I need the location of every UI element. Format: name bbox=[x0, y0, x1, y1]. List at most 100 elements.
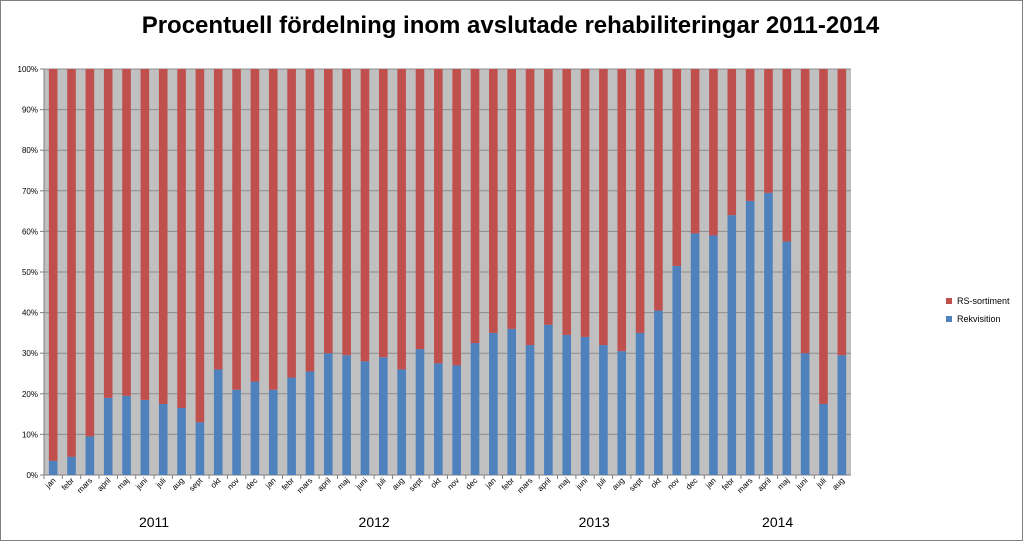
y-tick-label: 20% bbox=[22, 390, 38, 399]
x-tick-label: juli bbox=[374, 476, 388, 490]
legend-swatch-rs-sortiment bbox=[946, 297, 952, 304]
bar-rs-sortiment bbox=[158, 69, 168, 404]
bar-rs-sortiment bbox=[323, 69, 333, 354]
bar-rs-sortiment bbox=[580, 69, 590, 337]
chart-legend: RS-sortiment Rekvisition bbox=[946, 294, 1010, 330]
bar-rekvisition bbox=[379, 357, 388, 475]
bar-rekvisition bbox=[85, 436, 95, 475]
bar-rs-sortiment bbox=[544, 69, 553, 325]
year-label: 2012 bbox=[359, 514, 390, 530]
bar-rs-sortiment bbox=[562, 69, 572, 335]
bar-rekvisition bbox=[323, 353, 333, 475]
legend-label-rekvisition: Rekvisition bbox=[957, 313, 1001, 324]
bar-rekvisition bbox=[397, 369, 406, 475]
bar-rs-sortiment bbox=[250, 69, 260, 382]
bar-rs-sortiment bbox=[213, 69, 223, 370]
bar-rekvisition bbox=[415, 349, 425, 475]
bar-rs-sortiment bbox=[122, 69, 131, 396]
bar-rekvisition bbox=[232, 389, 241, 475]
x-tick-label: juli bbox=[814, 476, 828, 490]
bar-rs-sortiment bbox=[287, 69, 296, 378]
x-tick-label: mars bbox=[516, 476, 535, 495]
bar-rs-sortiment bbox=[654, 69, 663, 311]
y-tick-label: 60% bbox=[22, 227, 38, 236]
bar-rekvisition bbox=[690, 233, 700, 475]
bar-rs-sortiment bbox=[85, 69, 95, 437]
bar-rs-sortiment bbox=[782, 69, 792, 242]
x-tick-label: juli bbox=[594, 476, 608, 490]
bar-rs-sortiment bbox=[764, 69, 773, 193]
bar-rekvisition bbox=[434, 363, 443, 475]
bar-rekvisition bbox=[268, 389, 278, 475]
bar-rekvisition bbox=[507, 328, 516, 475]
bar-rekvisition bbox=[764, 192, 773, 475]
x-tick-label: okt bbox=[649, 476, 663, 490]
bar-rs-sortiment bbox=[507, 69, 516, 329]
y-tick-label: 90% bbox=[22, 106, 38, 115]
y-tick-label: 100% bbox=[18, 65, 38, 74]
bar-rs-sortiment bbox=[305, 69, 315, 372]
bar-rekvisition bbox=[305, 371, 315, 475]
legend-item-rekvisition: Rekvisition bbox=[946, 312, 1010, 325]
x-tick-label: april bbox=[756, 476, 773, 493]
year-label: 2013 bbox=[579, 514, 610, 530]
x-tick-label: april bbox=[96, 476, 113, 493]
y-tick-label: 30% bbox=[22, 349, 38, 358]
bar-rs-sortiment bbox=[690, 69, 700, 234]
x-tick-label: jan bbox=[43, 476, 58, 491]
bar-rs-sortiment bbox=[470, 69, 480, 344]
x-tick-label: okt bbox=[429, 476, 443, 490]
bar-rekvisition bbox=[342, 355, 351, 475]
bar-rekvisition bbox=[158, 403, 168, 475]
bar-rekvisition bbox=[745, 200, 755, 475]
bar-rs-sortiment bbox=[268, 69, 278, 390]
y-tick-label: 10% bbox=[22, 430, 38, 439]
bar-rs-sortiment bbox=[140, 69, 150, 400]
bar-rs-sortiment bbox=[195, 69, 205, 423]
x-tick-label: april bbox=[536, 476, 553, 493]
bar-rekvisition bbox=[635, 332, 645, 475]
x-tick-label: mars bbox=[75, 476, 94, 495]
x-tick-label: mars bbox=[295, 476, 314, 495]
bar-rekvisition bbox=[103, 397, 113, 475]
year-label: 2014 bbox=[762, 514, 793, 530]
x-tick-label: jan bbox=[483, 476, 498, 491]
bar-rekvisition bbox=[177, 408, 186, 475]
bar-rekvisition bbox=[140, 399, 150, 475]
bar-rekvisition bbox=[800, 353, 810, 475]
bar-rekvisition bbox=[122, 395, 131, 475]
bar-rekvisition bbox=[213, 369, 223, 475]
bar-rekvisition bbox=[727, 215, 737, 475]
bar-rekvisition bbox=[67, 456, 76, 475]
x-tick-label: mars bbox=[736, 476, 755, 495]
x-tick-label: jan bbox=[703, 476, 718, 491]
bar-rekvisition bbox=[195, 422, 205, 475]
bar-rekvisition bbox=[360, 361, 370, 475]
bar-rs-sortiment bbox=[635, 69, 645, 333]
bar-rekvisition bbox=[617, 351, 627, 475]
bar-rs-sortiment bbox=[67, 69, 76, 457]
bar-rekvisition bbox=[470, 343, 480, 475]
bar-rs-sortiment bbox=[525, 69, 535, 346]
year-label: 2011 bbox=[139, 514, 169, 530]
bar-rs-sortiment bbox=[48, 69, 58, 461]
x-tick-label: jan bbox=[263, 476, 278, 491]
bar-rs-sortiment bbox=[232, 69, 241, 390]
bar-rekvisition bbox=[287, 377, 296, 475]
bar-rs-sortiment bbox=[177, 69, 186, 409]
bar-rs-sortiment bbox=[379, 69, 388, 358]
x-tick-label: sept bbox=[627, 476, 645, 494]
legend-label-rs-sortiment: RS-sortiment bbox=[957, 295, 1010, 306]
bar-rs-sortiment bbox=[397, 69, 406, 370]
bar-rs-sortiment bbox=[819, 69, 828, 404]
bar-rs-sortiment bbox=[709, 69, 718, 236]
bar-rs-sortiment bbox=[599, 69, 608, 346]
bar-rs-sortiment bbox=[727, 69, 737, 216]
bar-rs-sortiment bbox=[837, 69, 847, 356]
legend-swatch-rekvisition bbox=[946, 315, 952, 322]
legend-item-rs-sortiment: RS-sortiment bbox=[946, 294, 1010, 307]
bar-rs-sortiment bbox=[415, 69, 425, 350]
y-tick-label: 0% bbox=[26, 471, 38, 480]
y-tick-label: 50% bbox=[22, 268, 38, 277]
